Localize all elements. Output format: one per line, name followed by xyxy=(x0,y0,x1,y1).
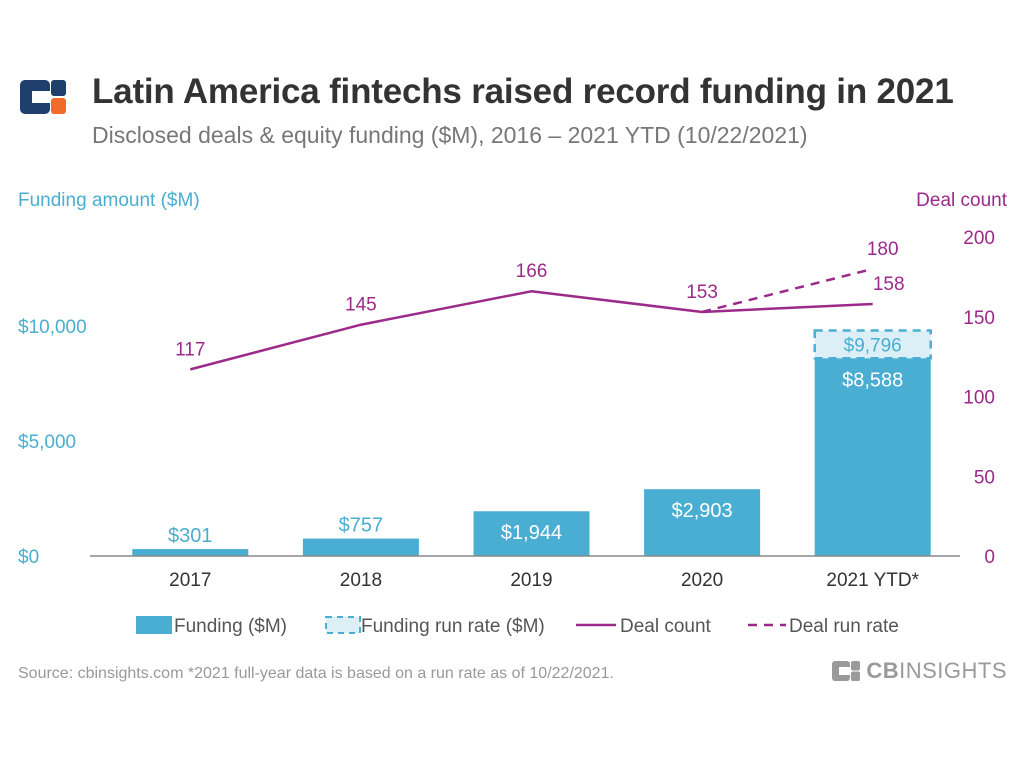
x-axis-tick-label: 2021 YTD* xyxy=(826,570,919,591)
right-axis-tick-label: 0 xyxy=(984,547,995,568)
funding-bar-label: $1,944 xyxy=(501,522,562,544)
funding-bar xyxy=(473,511,590,556)
funding-bar xyxy=(132,549,249,556)
deal-count-label: 117 xyxy=(175,339,205,360)
left-axis-tick-label: $5,000 xyxy=(18,432,76,453)
source-note: Source: cbinsights.com *2021 full-year d… xyxy=(18,665,614,682)
left-axis-tick-label: $0 xyxy=(18,547,39,568)
deal-run-rate-label: 180 xyxy=(867,239,899,260)
brand-bold: CB xyxy=(866,658,900,683)
deal-run-rate-line xyxy=(701,267,874,314)
funding-bar xyxy=(302,538,419,556)
funding-bar xyxy=(814,358,931,556)
funding-bar xyxy=(644,489,761,556)
funding-bar-label: $301 xyxy=(168,525,213,547)
legend-label-deal-run-rate: Deal run rate xyxy=(789,616,899,637)
right-axis-title: Deal count xyxy=(916,190,1007,211)
x-axis-tick-label: 2019 xyxy=(510,570,552,591)
x-axis-tick-label: 2020 xyxy=(681,570,723,591)
brand: CBINSIGHTS xyxy=(832,658,1007,684)
deal-count-label: 166 xyxy=(516,261,548,282)
left-axis-title: Funding amount ($M) xyxy=(18,190,200,211)
left-axis-tick-label: $10,000 xyxy=(18,317,87,338)
legend-swatch-run-rate xyxy=(325,616,361,634)
legend-swatch-funding xyxy=(136,616,172,634)
brand-rest: INSIGHTS xyxy=(899,658,1007,683)
x-axis-tick-label: 2017 xyxy=(169,570,211,591)
deal-count-label: 153 xyxy=(686,282,718,303)
right-axis-tick-label: 100 xyxy=(963,388,995,409)
x-axis-tick-label: 2018 xyxy=(340,570,382,591)
run-rate-bar-label: $9,796 xyxy=(844,335,902,356)
page-title: Latin America fintechs raised record fun… xyxy=(92,72,954,111)
cb-insights-brand-icon xyxy=(832,661,861,681)
deal-count-label: 158 xyxy=(873,274,905,295)
legend-label-funding: Funding ($M) xyxy=(174,616,287,637)
legend-label-deal-count: Deal count xyxy=(620,616,712,637)
legend-label-run-rate: Funding run rate ($M) xyxy=(361,616,545,637)
right-axis-tick-label: 200 xyxy=(963,228,995,249)
funding-bar-label: $8,588 xyxy=(842,369,903,391)
right-axis-tick-label: 150 xyxy=(963,308,995,329)
page-subtitle: Disclosed deals & equity funding ($M), 2… xyxy=(92,122,808,148)
deal-count-label: 145 xyxy=(345,295,377,316)
right-axis-tick-label: 50 xyxy=(974,467,995,488)
funding-bar-label: $2,903 xyxy=(672,500,733,522)
cb-insights-logo-icon xyxy=(20,80,66,114)
funding-bar-label: $757 xyxy=(339,515,384,537)
deal-count-line xyxy=(189,289,873,371)
